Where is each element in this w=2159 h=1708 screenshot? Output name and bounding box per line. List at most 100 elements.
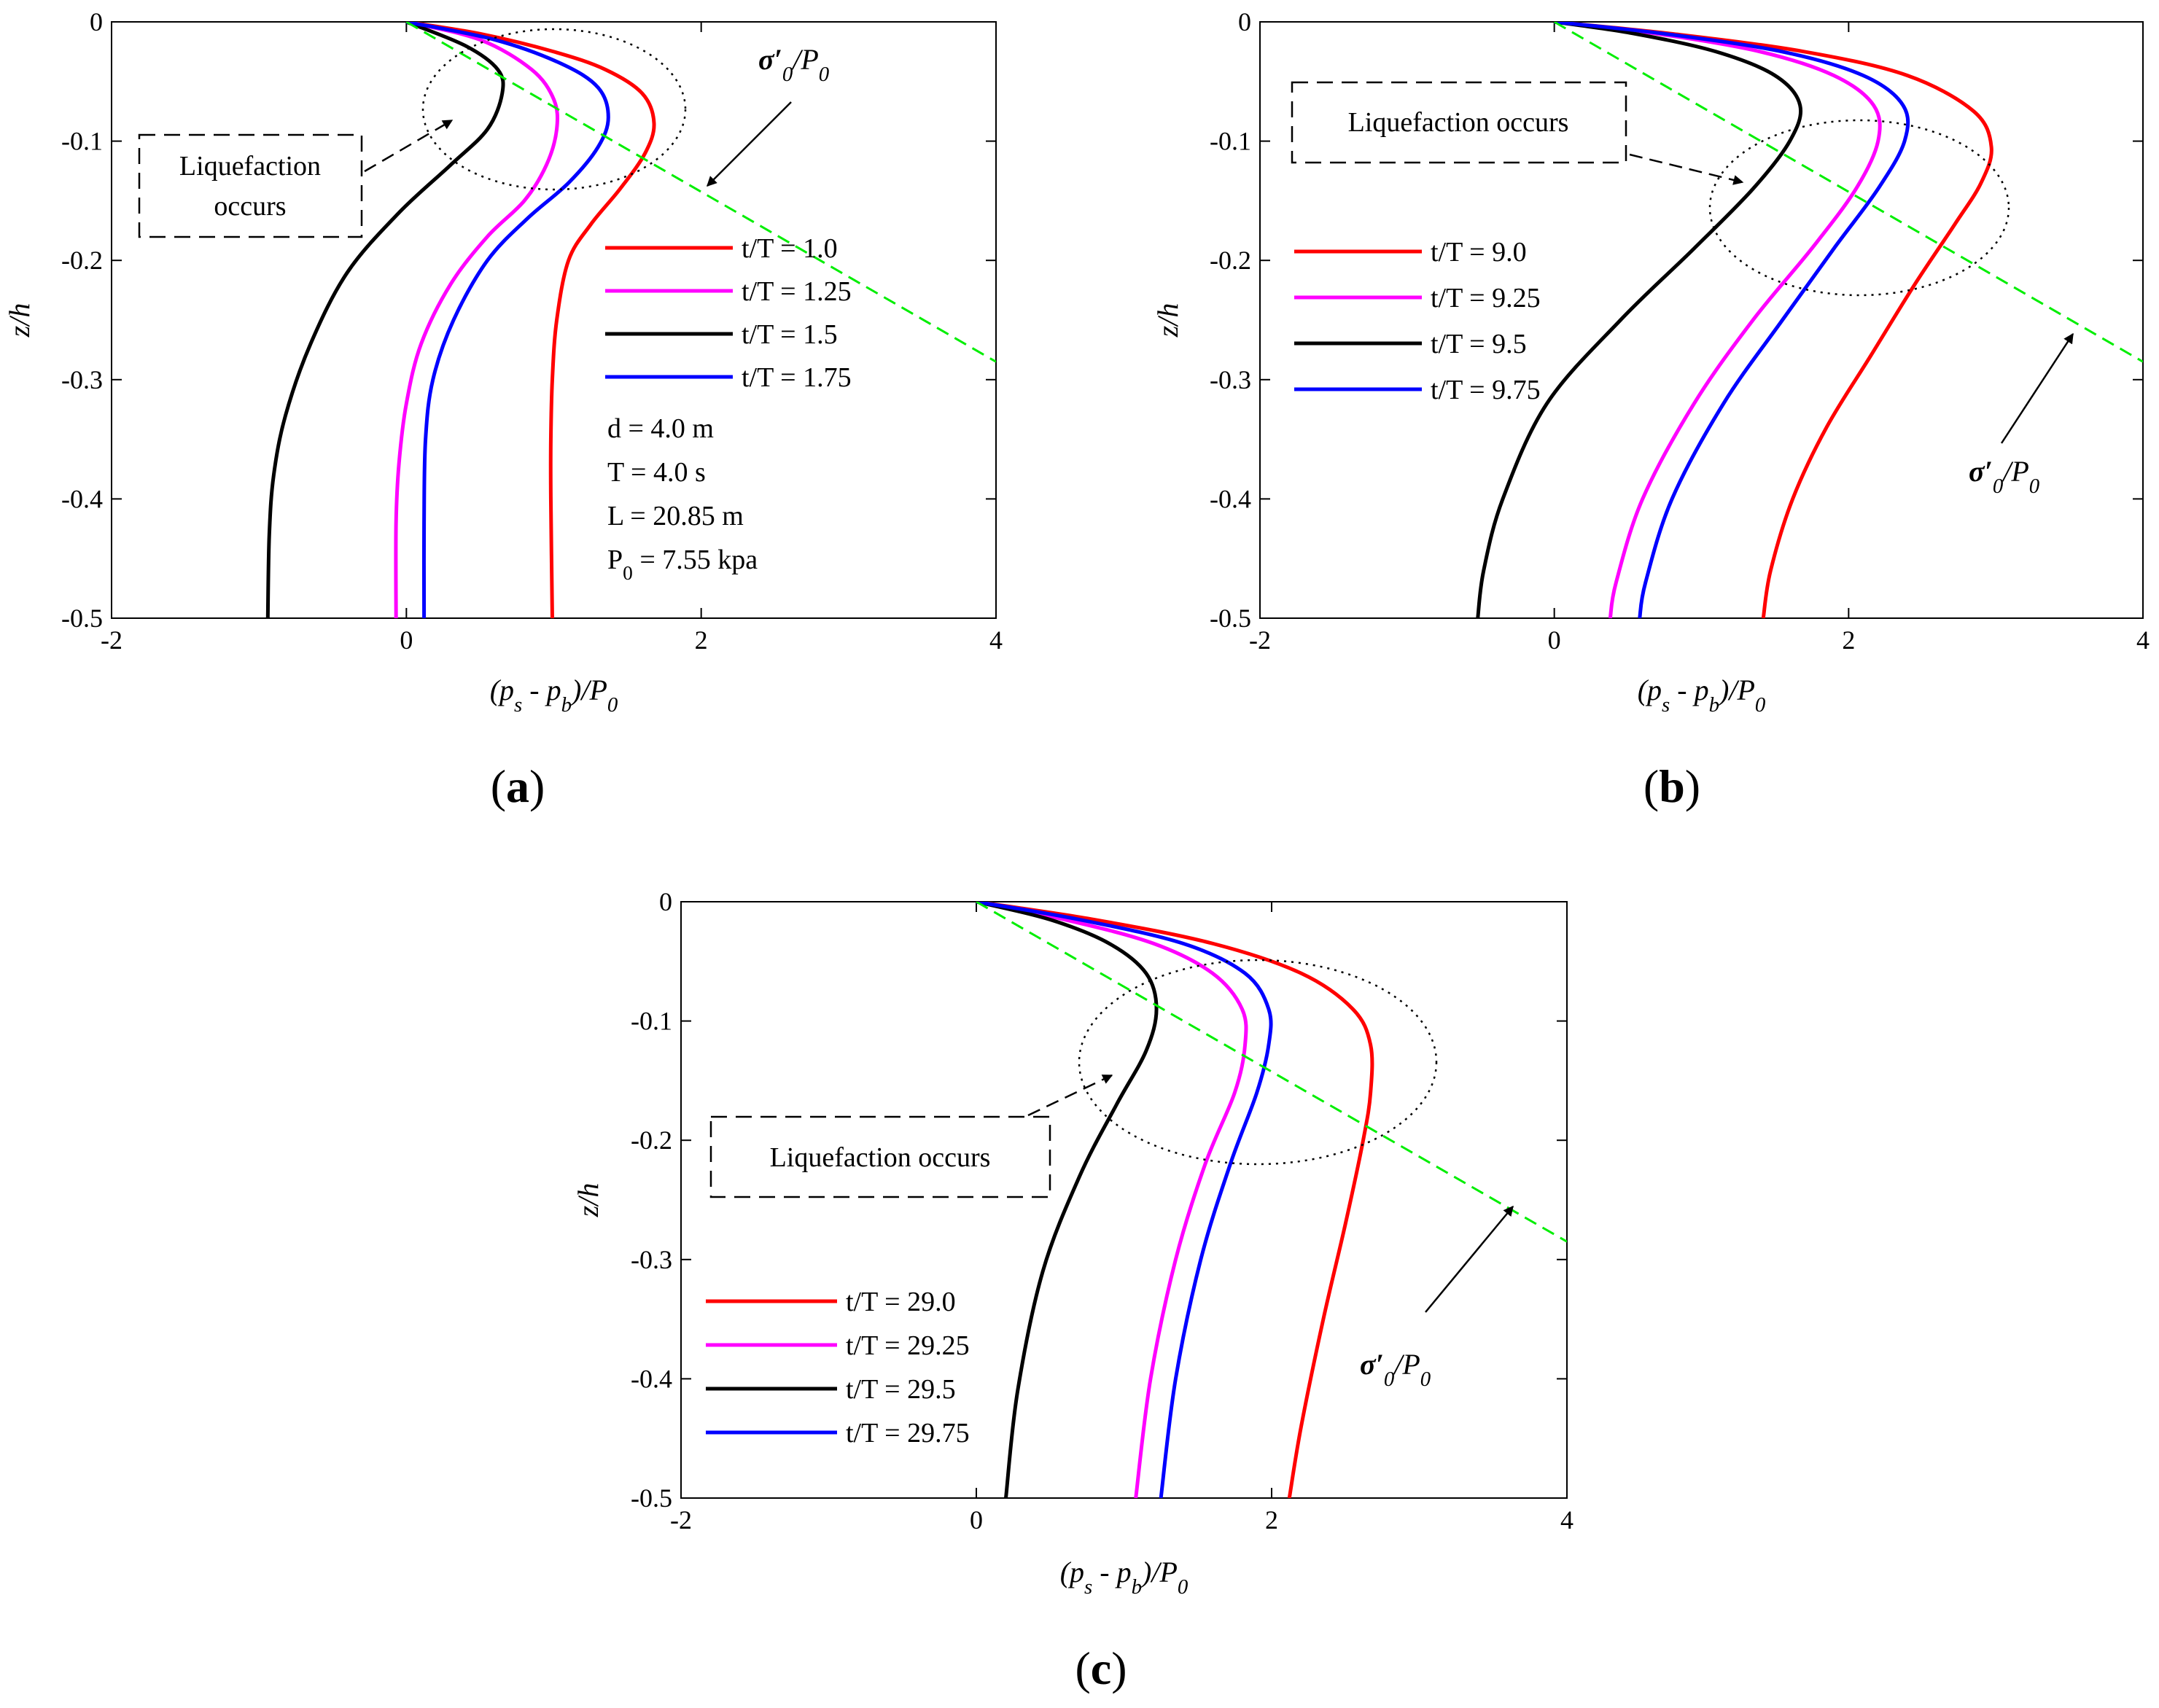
legend-entry-label: t/T = 9.75 bbox=[1431, 375, 1541, 405]
x-tick-label: 0 bbox=[400, 625, 413, 655]
legend-entry-label: t/T = 9.5 bbox=[1431, 329, 1527, 359]
legend-entry-label: t/T = 29.0 bbox=[846, 1287, 956, 1317]
y-tick-label: -0.4 bbox=[61, 484, 103, 513]
parameter-text: d = 4.0 m bbox=[607, 413, 714, 444]
y-tick-label: -0.2 bbox=[61, 246, 103, 275]
series-line-3 bbox=[405, 22, 610, 618]
x-tick-label: 4 bbox=[989, 625, 1003, 655]
liquefaction-callout-box bbox=[1291, 81, 1627, 164]
liquefaction-arrow bbox=[1027, 1074, 1113, 1117]
liquefaction-zone-ellipse bbox=[1078, 959, 1438, 1166]
effective-stress-arrow bbox=[707, 101, 792, 187]
plot-area-frame bbox=[1259, 21, 2144, 619]
effective-stress-label: σ′0/P0 bbox=[1360, 1348, 1431, 1391]
legend: t/T = 29.0 t/T = 29.25 t/T = 29.5 t/T = 29.… bbox=[706, 1287, 970, 1448]
series-group bbox=[976, 902, 1567, 1498]
y-tick-label: 0 bbox=[90, 7, 103, 36]
liquefaction-zone-ellipse bbox=[1708, 119, 2010, 297]
liquefaction-callout-box bbox=[709, 1115, 1051, 1198]
y-tick-label: -0.5 bbox=[1210, 604, 1251, 633]
legend-entry-label: t/T = 29.25 bbox=[846, 1330, 970, 1361]
y-tick-label: -0.2 bbox=[1210, 246, 1251, 275]
y-tick-label: -0.1 bbox=[1210, 127, 1251, 156]
series-line-3 bbox=[1554, 22, 1910, 618]
series-line-0 bbox=[1554, 22, 1993, 618]
series-line-1 bbox=[1554, 22, 1882, 618]
x-tick-label: -2 bbox=[670, 1505, 692, 1535]
series-line-2 bbox=[1476, 22, 1803, 618]
plot-area-frame bbox=[680, 901, 1568, 1499]
series-group bbox=[265, 22, 996, 618]
series-line-0 bbox=[405, 22, 656, 618]
parameter-text: P0 = 7.55 kpa bbox=[607, 545, 758, 584]
y-axis-title: z/h bbox=[3, 303, 36, 338]
liquefaction-label: Liquefaction occurs bbox=[770, 1142, 991, 1173]
y-tick-label: -0.4 bbox=[631, 1364, 672, 1393]
effective-stress-label: σ′0/P0 bbox=[1969, 455, 2040, 498]
series-group bbox=[1476, 22, 2143, 618]
panel-label: (a) bbox=[491, 760, 545, 812]
series-line-3 bbox=[976, 902, 1273, 1498]
liquefaction-label: occurs bbox=[214, 191, 286, 222]
x-tick-label: -2 bbox=[101, 625, 122, 655]
liquefaction-label: Liquefaction bbox=[179, 151, 321, 182]
x-tick-label: 2 bbox=[695, 625, 708, 655]
y-tick-label: -0.3 bbox=[631, 1245, 672, 1274]
y-tick-label: -0.4 bbox=[1210, 484, 1251, 513]
x-tick-label: 0 bbox=[1548, 625, 1561, 655]
y-tick-label: -0.5 bbox=[61, 604, 103, 633]
legend-entry-label: t/T = 9.0 bbox=[1431, 237, 1527, 268]
chart-panel-c: -2 0 2 4 0 -0.1 -0.2 -0.3 -0.4 -0.5 (ps - pb)/P0 z/… bbox=[572, 887, 1573, 1694]
series-line-0 bbox=[976, 902, 1374, 1498]
y-tick-label: -0.5 bbox=[631, 1483, 672, 1513]
effective-stress-line bbox=[405, 22, 996, 363]
liquefaction-zone-ellipse bbox=[421, 28, 687, 191]
legend-entry-label: t/T = 29.5 bbox=[846, 1374, 956, 1405]
y-tick-label: -0.2 bbox=[631, 1126, 672, 1155]
x-tick-label: 2 bbox=[1265, 1505, 1278, 1535]
legend-entry-label: t/T = 9.25 bbox=[1431, 283, 1541, 313]
x-tick-label: -2 bbox=[1249, 625, 1271, 655]
effective-stress-line bbox=[1553, 22, 2143, 363]
y-tick-label: -0.3 bbox=[61, 365, 103, 394]
panel-label: (b) bbox=[1643, 760, 1700, 812]
chart-panel-a: -2 0 2 4 0 -0.1 -0.2 -0.3 -0.4 -0.5 (ps - pb)/P0 z/… bbox=[3, 7, 1003, 812]
liquefaction-callout-box bbox=[138, 133, 363, 238]
liquefaction-arrow bbox=[1629, 153, 1744, 185]
chart-panel-b: -2 0 2 4 0 -0.1 -0.2 -0.3 -0.4 -0.5 (ps - pb)/P0 z/… bbox=[1151, 7, 2150, 812]
effective-stress-line bbox=[976, 902, 1567, 1243]
legend: t/T = 1.0 t/T = 1.25 t/T = 1.5 t/T = 1.75 bbox=[605, 233, 852, 393]
y-tick-label: -0.1 bbox=[61, 127, 103, 156]
legend: t/T = 9.0 t/T = 9.25 t/T = 9.5 t/T = 9.75 bbox=[1294, 237, 1541, 405]
x-tick-label: 0 bbox=[970, 1505, 983, 1535]
series-line-2 bbox=[265, 22, 505, 618]
series-line-2 bbox=[976, 902, 1159, 1498]
plot-area-frame bbox=[111, 21, 997, 619]
y-tick-label: -0.1 bbox=[631, 1007, 672, 1036]
liquefaction-label: Liquefaction occurs bbox=[1348, 107, 1569, 138]
x-axis-title: (ps - pb)/P0 bbox=[490, 674, 618, 717]
parameter-text: T = 4.0 s bbox=[607, 457, 706, 488]
x-axis-title: (ps - pb)/P0 bbox=[1638, 674, 1766, 717]
y-axis-title: z/h bbox=[1151, 303, 1184, 338]
legend-entry-label: t/T = 1.75 bbox=[742, 362, 852, 393]
legend-entry-label: t/T = 1.5 bbox=[742, 319, 838, 350]
series-line-1 bbox=[394, 22, 560, 618]
y-tick-label: 0 bbox=[1238, 7, 1251, 36]
liquefaction-arrow bbox=[364, 119, 454, 173]
effective-stress-label: σ′0/P0 bbox=[758, 43, 830, 86]
legend-entry-label: t/T = 1.0 bbox=[742, 233, 838, 264]
x-tick-label: 4 bbox=[2136, 625, 2150, 655]
x-axis-title: (ps - pb)/P0 bbox=[1060, 1556, 1189, 1599]
x-tick-label: 2 bbox=[1842, 625, 1855, 655]
panel-label: (c) bbox=[1075, 1642, 1127, 1694]
y-tick-label: 0 bbox=[659, 887, 672, 916]
y-tick-label: -0.3 bbox=[1210, 365, 1251, 394]
effective-stress-arrow bbox=[2000, 332, 2074, 444]
legend-entry-label: t/T = 1.25 bbox=[742, 276, 852, 307]
legend-entry-label: t/T = 29.75 bbox=[846, 1418, 970, 1448]
parameter-text: L = 20.85 m bbox=[607, 501, 744, 531]
x-tick-label: 4 bbox=[1560, 1505, 1573, 1535]
effective-stress-arrow bbox=[1425, 1205, 1514, 1313]
